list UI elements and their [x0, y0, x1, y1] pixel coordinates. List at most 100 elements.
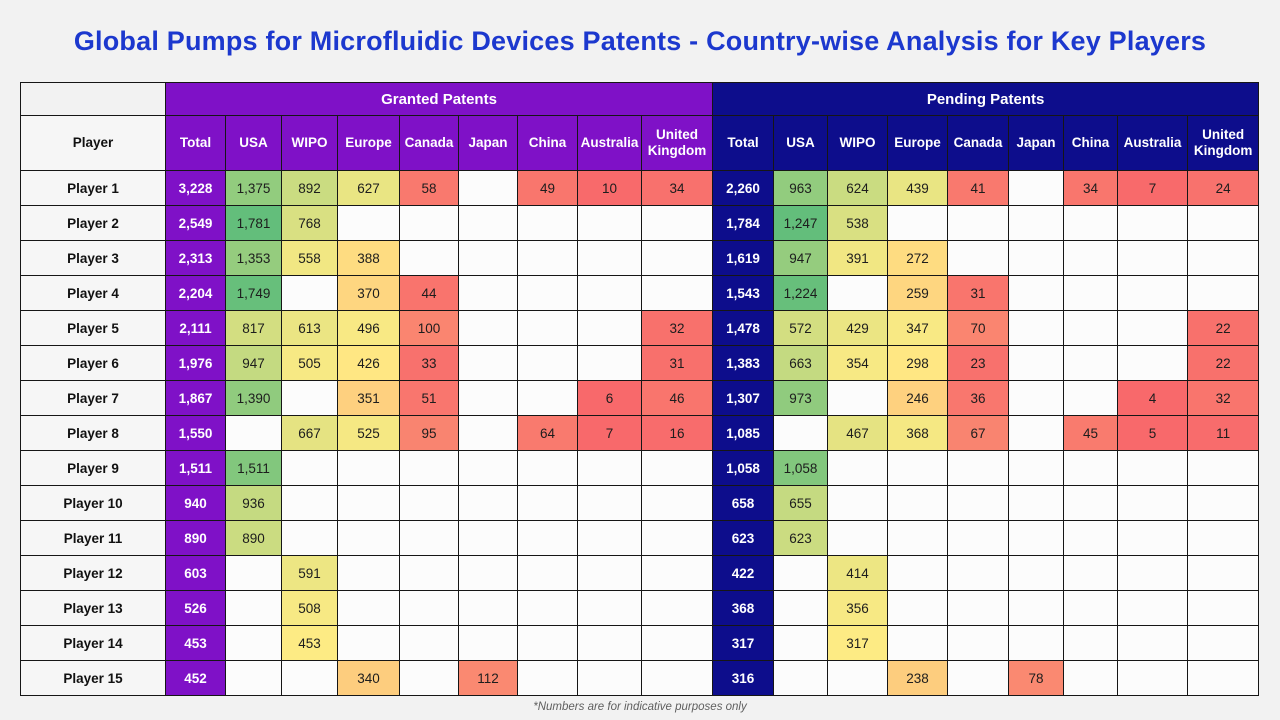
pending-value-cell: 356	[827, 590, 889, 626]
granted-value-cell	[517, 240, 578, 276]
column-header-pending-japan: Japan	[1008, 115, 1065, 171]
granted-total-cell: 1,976	[165, 345, 226, 381]
granted-total-cell: 1,511	[165, 450, 226, 486]
pending-value-cell	[1063, 450, 1119, 486]
column-header-granted-united-kingdom: United Kingdom	[640, 115, 714, 171]
pending-value-cell: 572	[773, 310, 829, 346]
pending-value-cell: 467	[827, 415, 889, 451]
granted-value-cell: 340	[337, 660, 400, 696]
pending-total-cell: 317	[712, 625, 775, 661]
granted-value-cell	[577, 275, 642, 311]
pending-value-cell	[1008, 485, 1065, 521]
pending-value-cell	[1117, 520, 1189, 556]
granted-value-cell	[458, 450, 518, 486]
corner-blank	[20, 82, 166, 116]
column-header-granted-australia: Australia	[577, 115, 642, 171]
granted-value-cell	[640, 625, 714, 661]
granted-value-cell: 112	[458, 660, 518, 696]
player-label: Player 9	[20, 450, 166, 486]
granted-total-cell: 1,867	[165, 380, 226, 416]
granted-value-cell: 58	[399, 170, 459, 206]
table-row: Player 2 2,549 1,781 768 1,784 1,247 538	[20, 205, 1260, 241]
granted-total-cell: 2,111	[165, 310, 226, 346]
granted-value-cell	[517, 555, 578, 591]
pending-value-cell	[887, 205, 949, 241]
pending-value-cell	[1187, 555, 1260, 591]
table-row: Player 14 453 453 317 317	[20, 625, 1260, 661]
pending-value-cell	[1063, 380, 1119, 416]
granted-value-cell: 46	[640, 380, 714, 416]
granted-value-cell	[337, 555, 400, 591]
granted-value-cell	[281, 380, 338, 416]
pending-value-cell	[1117, 485, 1189, 521]
pending-value-cell: 347	[887, 310, 949, 346]
pending-total-cell: 1,058	[712, 450, 775, 486]
granted-value-cell	[458, 240, 518, 276]
granted-value-cell	[281, 275, 338, 311]
granted-value-cell	[577, 450, 642, 486]
granted-value-cell: 947	[225, 345, 282, 381]
granted-value-cell	[577, 660, 642, 696]
pending-value-cell	[947, 450, 1010, 486]
granted-value-cell	[577, 205, 642, 241]
granted-value-cell	[458, 485, 518, 521]
granted-value-cell	[458, 310, 518, 346]
pending-total-cell: 368	[712, 590, 775, 626]
granted-value-cell	[225, 660, 282, 696]
banner-row: Granted Patents Pending Patents	[20, 82, 1260, 116]
pending-value-cell	[1117, 555, 1189, 591]
granted-value-cell	[458, 590, 518, 626]
granted-value-cell: 33	[399, 345, 459, 381]
pending-value-cell	[1008, 555, 1065, 591]
pending-value-cell	[1008, 275, 1065, 311]
granted-value-cell	[337, 590, 400, 626]
pending-value-cell: 22	[1187, 310, 1260, 346]
pending-total-cell: 1,619	[712, 240, 775, 276]
pending-value-cell	[947, 590, 1010, 626]
player-label: Player 3	[20, 240, 166, 276]
granted-value-cell	[399, 590, 459, 626]
granted-value-cell: 525	[337, 415, 400, 451]
player-label: Player 6	[20, 345, 166, 381]
pending-value-cell: 32	[1187, 380, 1260, 416]
granted-value-cell	[337, 520, 400, 556]
granted-value-cell: 16	[640, 415, 714, 451]
pending-value-cell: 11	[1187, 415, 1260, 451]
pending-value-cell	[947, 240, 1010, 276]
granted-value-cell: 505	[281, 345, 338, 381]
pending-value-cell	[1187, 590, 1260, 626]
granted-value-cell: 426	[337, 345, 400, 381]
pending-value-cell: 70	[947, 310, 1010, 346]
column-header-pending-china: China	[1063, 115, 1119, 171]
granted-value-cell	[458, 625, 518, 661]
granted-value-cell	[399, 485, 459, 521]
table-row: Player 5 2,111 817 613 496 100 32 1,478 572 429 34…	[20, 310, 1260, 346]
granted-value-cell	[225, 590, 282, 626]
granted-value-cell	[640, 205, 714, 241]
pending-total-cell: 623	[712, 520, 775, 556]
table-row: Player 11 890 890 623 623	[20, 520, 1260, 556]
granted-value-cell	[517, 625, 578, 661]
player-label: Player 5	[20, 310, 166, 346]
pending-value-cell	[1117, 345, 1189, 381]
column-header-granted-canada: Canada	[399, 115, 459, 171]
pending-value-cell: 31	[947, 275, 1010, 311]
pending-value-cell: 41	[947, 170, 1010, 206]
granted-value-cell: 890	[225, 520, 282, 556]
pending-value-cell	[1063, 520, 1119, 556]
player-label: Player 8	[20, 415, 166, 451]
column-header-pending-usa: USA	[773, 115, 829, 171]
granted-value-cell: 667	[281, 415, 338, 451]
pending-value-cell	[947, 205, 1010, 241]
pending-value-cell: 259	[887, 275, 949, 311]
pending-value-cell: 298	[887, 345, 949, 381]
pending-value-cell: 45	[1063, 415, 1119, 451]
column-header-granted-total: Total	[165, 115, 226, 171]
granted-value-cell: 892	[281, 170, 338, 206]
granted-value-cell	[517, 450, 578, 486]
granted-value-cell	[281, 450, 338, 486]
granted-value-cell	[577, 485, 642, 521]
pending-value-cell	[1008, 625, 1065, 661]
footnote: *Numbers are for indicative purposes onl…	[533, 701, 747, 713]
